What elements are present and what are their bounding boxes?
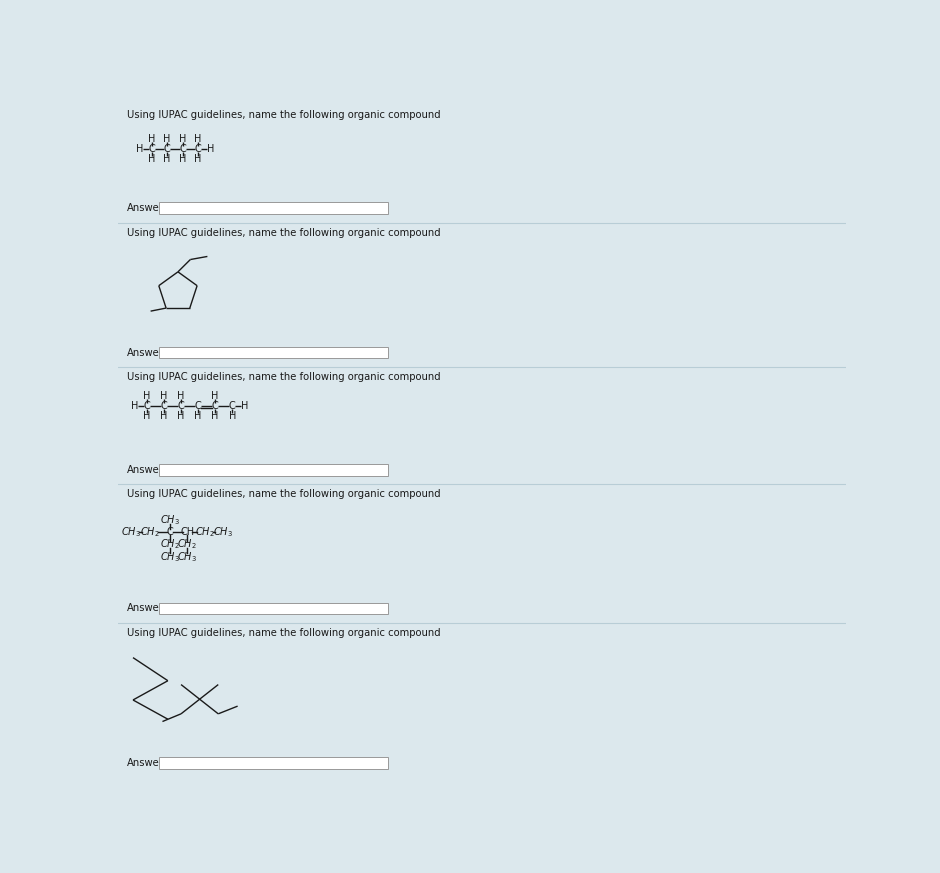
Text: Using IUPAC guidelines, name the following organic compound: Using IUPAC guidelines, name the followi… — [127, 110, 441, 120]
Text: C: C — [149, 144, 155, 155]
Text: H: H — [148, 155, 155, 164]
Bar — [160, 464, 388, 476]
Bar — [160, 602, 388, 614]
Text: $CH_2$: $CH_2$ — [140, 526, 160, 539]
Text: C: C — [180, 144, 186, 155]
Text: H: H — [135, 144, 143, 155]
Text: H: H — [241, 401, 248, 411]
Text: $CH_3$: $CH_3$ — [121, 526, 141, 539]
Text: Answer:: Answer: — [127, 758, 166, 768]
Text: H: H — [143, 411, 150, 421]
Text: C: C — [178, 401, 184, 411]
Text: $CH_2$: $CH_2$ — [196, 526, 215, 539]
Bar — [160, 203, 388, 214]
Bar — [160, 347, 388, 359]
Text: Using IUPAC guidelines, name the following organic compound: Using IUPAC guidelines, name the followi… — [127, 628, 441, 638]
Text: C: C — [164, 144, 170, 155]
Text: Answer:: Answer: — [127, 347, 166, 358]
Text: $CH_3$: $CH_3$ — [213, 526, 233, 539]
Text: C: C — [195, 144, 201, 155]
Text: $CH_3$: $CH_3$ — [160, 513, 180, 526]
Text: H: H — [131, 401, 138, 411]
Text: C: C — [228, 401, 236, 411]
Text: H: H — [195, 411, 202, 421]
Text: $CH_3$: $CH_3$ — [178, 550, 197, 564]
Text: Answer:: Answer: — [127, 603, 166, 614]
Text: $CH_2$: $CH_2$ — [178, 538, 197, 552]
Text: H: H — [164, 155, 171, 164]
Text: C: C — [144, 401, 150, 411]
Text: C: C — [212, 401, 218, 411]
Text: Answer:: Answer: — [127, 203, 166, 213]
Text: H: H — [179, 155, 186, 164]
Text: H: H — [212, 391, 219, 401]
Text: C: C — [166, 527, 174, 537]
Text: H: H — [179, 134, 186, 144]
Text: H: H — [207, 144, 214, 155]
Text: butane: butane — [163, 203, 197, 213]
Text: CH: CH — [180, 527, 195, 537]
Text: H: H — [161, 391, 167, 401]
Text: H: H — [161, 411, 167, 421]
Text: Using IUPAC guidelines, name the following organic compound: Using IUPAC guidelines, name the followi… — [127, 490, 441, 499]
Text: H: H — [212, 411, 219, 421]
Text: H: H — [178, 391, 185, 401]
Bar — [160, 758, 388, 769]
Text: C: C — [195, 401, 201, 411]
Text: Using IUPAC guidelines, name the following organic compound: Using IUPAC guidelines, name the followi… — [127, 373, 441, 382]
Text: $CH_2$: $CH_2$ — [161, 538, 180, 552]
Text: H: H — [195, 155, 202, 164]
Text: C: C — [161, 401, 167, 411]
Text: H: H — [228, 411, 236, 421]
Text: H: H — [195, 134, 202, 144]
Text: H: H — [148, 134, 155, 144]
Text: H: H — [178, 411, 185, 421]
Text: H: H — [164, 134, 171, 144]
Text: $CH_3$: $CH_3$ — [160, 550, 180, 564]
Text: H: H — [143, 391, 150, 401]
Text: Using IUPAC guidelines, name the following organic compound: Using IUPAC guidelines, name the followi… — [127, 228, 441, 237]
Text: Answer:: Answer: — [127, 464, 166, 475]
